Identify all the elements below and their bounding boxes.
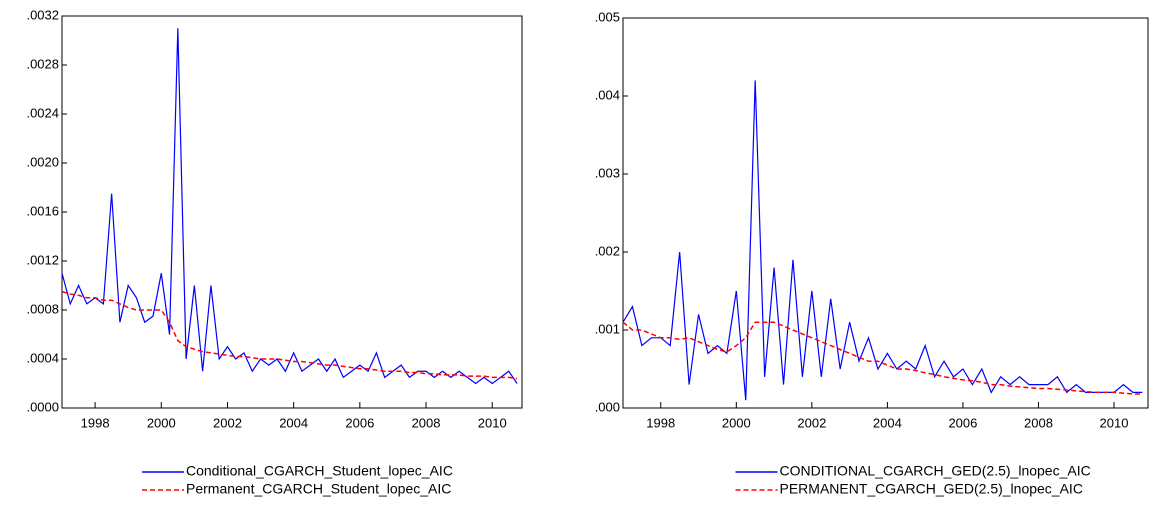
- y-tick-label: .002: [595, 243, 620, 258]
- legend-item: Permanent_CGARCH_Student_lopec_AIC: [142, 481, 451, 497]
- y-tick-label: .000: [595, 399, 620, 414]
- y-tick-label: .0020: [26, 154, 59, 169]
- x-tick-label: 1998: [646, 415, 675, 430]
- x-tick-label: 2004: [279, 415, 308, 430]
- x-tick-label: 1998: [81, 415, 110, 430]
- x-tick-label: 2000: [147, 415, 176, 430]
- x-tick-label: 2004: [873, 415, 902, 430]
- legend-item: Conditional_CGARCH_Student_lopec_AIC: [142, 463, 453, 479]
- y-tick-label: .004: [595, 87, 620, 102]
- y-tick-label: .003: [595, 165, 620, 180]
- y-tick-label: .001: [595, 321, 620, 336]
- y-tick-label: .005: [595, 9, 620, 24]
- series-line: [622, 80, 1143, 401]
- x-tick-label: 2002: [213, 415, 242, 430]
- y-tick-label: .0012: [26, 252, 59, 267]
- x-tick-label: 2008: [1024, 415, 1053, 430]
- x-tick-label: 2000: [722, 415, 751, 430]
- x-tick-label: 2006: [948, 415, 977, 430]
- y-tick-label: .0032: [26, 7, 59, 22]
- x-tick-label: 2010: [478, 415, 507, 430]
- legend-label: PERMANENT_CGARCH_GED(2.5)_lnopec_AIC: [780, 481, 1083, 497]
- x-tick-label: 2002: [797, 415, 826, 430]
- x-tick-label: 2008: [412, 415, 441, 430]
- legend-label: Permanent_CGARCH_Student_lopec_AIC: [186, 481, 451, 497]
- x-tick-label: 2010: [1100, 415, 1129, 430]
- legend-item: PERMANENT_CGARCH_GED(2.5)_lnopec_AIC: [735, 481, 1083, 497]
- series-line: [61, 290, 518, 380]
- series-line: [622, 321, 1143, 395]
- y-tick-label: .0016: [26, 203, 59, 218]
- legend-label: CONDITIONAL_CGARCH_GED(2.5)_lnopec_AIC: [780, 463, 1091, 479]
- legend-label: Conditional_CGARCH_Student_lopec_AIC: [186, 463, 453, 479]
- y-tick-label: .0008: [26, 301, 59, 316]
- plot-frame: [61, 15, 523, 409]
- y-tick-label: .0024: [26, 105, 59, 120]
- y-tick-label: .0004: [26, 350, 59, 365]
- plot-frame: [622, 17, 1149, 409]
- x-tick-label: 2006: [345, 415, 374, 430]
- legend-item: CONDITIONAL_CGARCH_GED(2.5)_lnopec_AIC: [735, 463, 1091, 479]
- series-line: [61, 28, 518, 385]
- y-tick-label: .0028: [26, 56, 59, 71]
- y-tick-label: .0000: [26, 399, 59, 414]
